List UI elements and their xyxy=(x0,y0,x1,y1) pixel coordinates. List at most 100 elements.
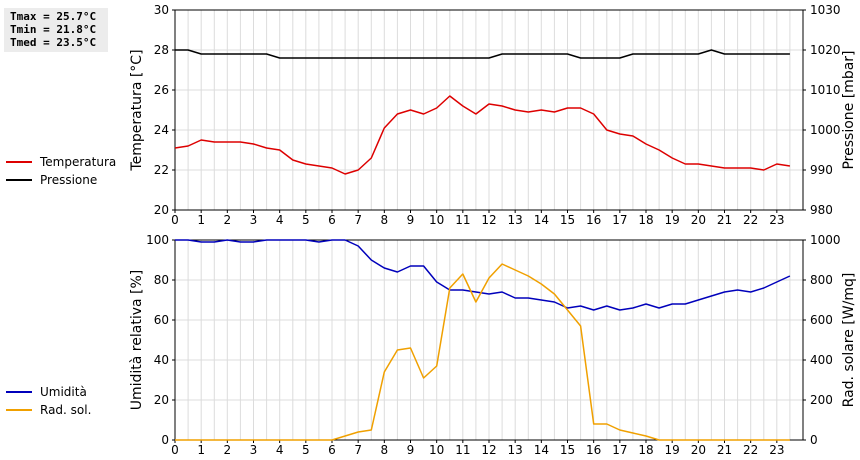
y-right-tick-label: 600 xyxy=(810,313,833,327)
y-right-tick-label: 1010 xyxy=(810,83,841,97)
x-tick-label: 23 xyxy=(769,213,784,227)
y-left-tick-label: 30 xyxy=(154,3,169,17)
y-left-axis-title: Umidità relativa [%] xyxy=(129,270,145,411)
x-tick-label: 1 xyxy=(197,213,205,227)
legend-swatch-radsol xyxy=(6,409,32,411)
legend-item-temperatura: Temperatura xyxy=(6,153,116,171)
x-tick-label: 9 xyxy=(407,443,415,457)
series-line-umidit xyxy=(175,239,791,311)
x-tick-label: 21 xyxy=(717,213,732,227)
legend-swatch-pressione xyxy=(6,179,32,181)
x-tick-label: 21 xyxy=(717,443,732,457)
y-right-tick-label: 980 xyxy=(810,203,833,217)
tmed-text: Tmed = 23.5°C xyxy=(10,36,97,49)
x-tick-label: 14 xyxy=(534,213,549,227)
legend-label-umidita: Umidità xyxy=(40,385,87,399)
x-tick-label: 22 xyxy=(743,213,758,227)
y-left-tick-label: 24 xyxy=(154,123,169,137)
legend-item-radsol: Rad. sol. xyxy=(6,401,91,419)
y-left-tick-label: 100 xyxy=(146,233,169,247)
x-tick-label: 1 xyxy=(197,443,205,457)
x-tick-label: 8 xyxy=(381,443,389,457)
y-right-tick-label: 1030 xyxy=(810,3,841,17)
y-left-tick-label: 20 xyxy=(154,203,169,217)
x-tick-label: 16 xyxy=(586,443,601,457)
y-left-tick-label: 20 xyxy=(154,393,169,407)
x-tick-label: 5 xyxy=(302,443,310,457)
y-right-axis-title: Rad. solare [W/mq] xyxy=(841,273,857,408)
legend-bottom: Umidità Rad. sol. xyxy=(6,383,91,419)
x-tick-label: 0 xyxy=(171,443,179,457)
x-tick-label: 13 xyxy=(508,443,523,457)
x-tick-label: 16 xyxy=(586,213,601,227)
legend-swatch-temperatura xyxy=(6,161,32,163)
x-tick-label: 23 xyxy=(769,443,784,457)
y-left-tick-label: 80 xyxy=(154,273,169,287)
y-right-tick-label: 0 xyxy=(810,433,818,447)
tmin-text: Tmin = 21.8°C xyxy=(10,23,97,36)
series-line-rad-sol xyxy=(175,263,790,441)
x-tick-label: 17 xyxy=(612,213,627,227)
y-right-tick-label: 1000 xyxy=(810,233,841,247)
x-tick-label: 7 xyxy=(354,213,362,227)
y-left-tick-label: 40 xyxy=(154,353,169,367)
x-tick-label: 8 xyxy=(381,213,389,227)
x-tick-label: 18 xyxy=(638,213,653,227)
x-tick-label: 17 xyxy=(612,443,627,457)
x-tick-label: 13 xyxy=(508,213,523,227)
x-tick-label: 0 xyxy=(171,213,179,227)
x-tick-label: 7 xyxy=(354,443,362,457)
y-right-tick-label: 200 xyxy=(810,393,833,407)
x-tick-label: 3 xyxy=(250,443,258,457)
x-tick-label: 6 xyxy=(328,213,336,227)
legend-item-umidita: Umidità xyxy=(6,383,91,401)
legend-swatch-umidita xyxy=(6,391,32,393)
x-tick-label: 14 xyxy=(534,443,549,457)
chart-panel-1: 0 1 2 3 4 5 6 7 8 9 10 11 12 13 14 15 16 17 18 19 20 21 22 2302… xyxy=(129,233,857,457)
y-left-axis-title: Temperatura [°C] xyxy=(129,49,145,171)
x-tick-label: 5 xyxy=(302,213,310,227)
x-tick-label: 12 xyxy=(481,443,496,457)
legend-label-temperatura: Temperatura xyxy=(40,155,117,169)
legend-top: Temperatura Pressione xyxy=(6,153,116,189)
x-tick-label: 20 xyxy=(691,443,706,457)
tmax-text: Tmax = 25.7°C xyxy=(10,10,97,23)
y-left-tick-label: 0 xyxy=(161,433,169,447)
y-right-tick-label: 1000 xyxy=(810,123,841,137)
legend-label-pressione: Pressione xyxy=(40,173,98,187)
x-tick-label: 4 xyxy=(276,213,284,227)
x-tick-label: 20 xyxy=(691,213,706,227)
y-right-axis-title: Pressione [mbar] xyxy=(841,50,857,169)
x-tick-label: 11 xyxy=(455,213,470,227)
x-tick-label: 6 xyxy=(328,443,336,457)
y-left-tick-label: 60 xyxy=(154,313,169,327)
stats-box: Tmax = 25.7°C Tmin = 21.8°C Tmed = 23.5°… xyxy=(4,8,108,52)
x-tick-label: 10 xyxy=(429,213,444,227)
x-tick-label: 19 xyxy=(665,443,680,457)
legend-label-radsol: Rad. sol. xyxy=(40,403,92,417)
series-line-temperatura xyxy=(174,95,791,175)
x-tick-label: 9 xyxy=(407,213,415,227)
x-tick-label: 18 xyxy=(638,443,653,457)
chart-panel-0: 0 1 2 3 4 5 6 7 8 9 10 11 12 13 14 15 16 17 18 19 20 21 22 2320… xyxy=(129,3,857,227)
x-tick-label: 2 xyxy=(224,443,232,457)
x-tick-label: 19 xyxy=(665,213,680,227)
x-tick-label: 3 xyxy=(250,213,258,227)
y-right-tick-label: 990 xyxy=(810,163,833,177)
x-tick-label: 15 xyxy=(560,443,575,457)
y-right-tick-label: 400 xyxy=(810,353,833,367)
x-tick-label: 15 xyxy=(560,213,575,227)
y-right-tick-label: 800 xyxy=(810,273,833,287)
y-left-tick-label: 28 xyxy=(154,43,169,57)
y-left-tick-label: 22 xyxy=(154,163,169,177)
legend-item-pressione: Pressione xyxy=(6,171,116,189)
x-tick-label: 10 xyxy=(429,443,444,457)
y-right-tick-label: 1020 xyxy=(810,43,841,57)
series-line-pressione xyxy=(175,49,790,59)
x-tick-label: 11 xyxy=(455,443,470,457)
x-tick-label: 2 xyxy=(224,213,232,227)
x-tick-label: 12 xyxy=(481,213,496,227)
y-left-tick-label: 26 xyxy=(154,83,169,97)
x-tick-label: 4 xyxy=(276,443,284,457)
